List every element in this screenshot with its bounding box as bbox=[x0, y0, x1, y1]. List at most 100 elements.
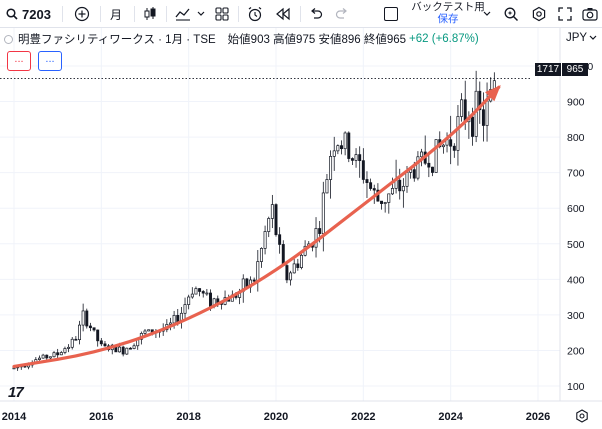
indicator-button-blue[interactable]: ... bbox=[38, 51, 62, 71]
toolbar-separator bbox=[134, 6, 135, 22]
currency-label: JPY bbox=[566, 32, 588, 44]
candle-body bbox=[259, 248, 263, 262]
top-toolbar: 7203 月 バックテスト用 保存 bbox=[0, 0, 602, 28]
candle-body bbox=[172, 315, 176, 324]
search-icon bbox=[6, 8, 18, 20]
y-tick-label: 300 bbox=[567, 310, 585, 322]
search-sparkle-icon bbox=[504, 7, 519, 22]
indicators-dropdown[interactable] bbox=[196, 0, 206, 28]
candle-body bbox=[452, 145, 456, 151]
time-axis[interactable]: 2014 2016 2018 2020 2022 2024 2026 bbox=[2, 411, 550, 423]
toolbar-separator bbox=[100, 6, 101, 22]
candle-body bbox=[296, 263, 300, 268]
candle-body bbox=[449, 139, 453, 147]
settings-button[interactable] bbox=[528, 0, 550, 28]
gear-icon[interactable] bbox=[575, 409, 589, 423]
indicator-button-red[interactable]: ... bbox=[7, 51, 31, 71]
y-tick-label: 900 bbox=[567, 97, 585, 109]
candle-body bbox=[81, 310, 85, 326]
layout-button[interactable] bbox=[212, 0, 232, 28]
candle-body bbox=[361, 160, 365, 180]
redo-button[interactable] bbox=[332, 0, 352, 28]
undo-icon bbox=[311, 8, 323, 19]
timeframe-button[interactable]: 月 bbox=[106, 0, 126, 28]
backtest-label[interactable]: バックテスト用 bbox=[411, 1, 485, 13]
candle-body bbox=[299, 254, 303, 268]
candlestick-series bbox=[12, 70, 496, 371]
x-tick-label: 2020 bbox=[264, 411, 288, 423]
y-tick-label: 800 bbox=[567, 132, 585, 144]
fullscreen-button[interactable] bbox=[554, 0, 576, 28]
candle-body bbox=[347, 132, 351, 159]
candle-body bbox=[99, 340, 103, 345]
x-tick-label: 2018 bbox=[176, 411, 200, 423]
price-axis[interactable]: 1002003004005006007008009001,000 bbox=[567, 61, 593, 393]
candle-body bbox=[143, 330, 147, 334]
candle-body bbox=[390, 188, 394, 195]
quick-search-button[interactable] bbox=[500, 0, 522, 28]
snapshot-button[interactable] bbox=[580, 0, 600, 28]
camera-icon bbox=[582, 8, 598, 21]
legend-high: 高値975 bbox=[273, 34, 316, 46]
candle-body bbox=[187, 296, 191, 305]
candle-body bbox=[292, 263, 296, 274]
candle-body bbox=[41, 354, 45, 359]
candle-body bbox=[416, 156, 420, 179]
candle-body bbox=[372, 188, 376, 191]
candle-body bbox=[281, 244, 285, 266]
alert-button[interactable] bbox=[244, 0, 266, 28]
candle-body bbox=[401, 185, 405, 192]
candlestick-icon bbox=[144, 7, 156, 20]
toolbar-separator bbox=[166, 6, 167, 22]
candle-body bbox=[78, 324, 81, 341]
candle-body bbox=[478, 90, 482, 111]
candle-body bbox=[52, 352, 56, 358]
candle-body bbox=[48, 356, 52, 359]
candle-body bbox=[474, 90, 478, 137]
candle-body bbox=[92, 327, 96, 331]
toolbar-separator bbox=[300, 6, 301, 22]
replay-button[interactable] bbox=[272, 0, 294, 28]
save-button[interactable]: 保存 bbox=[437, 13, 459, 25]
candle-body bbox=[456, 116, 460, 151]
trend-arrow-annotation[interactable] bbox=[12, 85, 501, 369]
legend-low: 安値896 bbox=[318, 34, 361, 46]
chart-type-button[interactable] bbox=[140, 0, 160, 28]
candle-body bbox=[121, 346, 125, 355]
candle-body bbox=[168, 322, 172, 325]
plus-circle-icon bbox=[74, 6, 90, 22]
trend-arrow-head bbox=[484, 85, 501, 102]
save-dropdown[interactable] bbox=[482, 0, 492, 28]
symbol-text: 7203 bbox=[22, 6, 51, 22]
x-tick-label: 2022 bbox=[351, 411, 375, 423]
backtest-checkbox[interactable] bbox=[384, 7, 398, 21]
candle-body bbox=[325, 179, 329, 194]
candle-body bbox=[289, 272, 293, 281]
y-tick-label: 700 bbox=[567, 168, 585, 180]
trend-arrow-line bbox=[12, 85, 501, 369]
toolbar-separator bbox=[62, 6, 63, 22]
currency-selector[interactable]: JPY bbox=[566, 32, 597, 44]
bar-countdown-tag: 1717 bbox=[535, 63, 561, 76]
candle-body bbox=[252, 279, 256, 282]
compare-symbol-button[interactable] bbox=[72, 0, 92, 28]
legend-symbol-name[interactable]: 明豊ファシリティワークス · 1月 · TSE bbox=[18, 34, 216, 46]
candle-body bbox=[485, 100, 489, 126]
candle-body bbox=[59, 352, 63, 356]
candle-body bbox=[354, 154, 358, 161]
candle-body bbox=[285, 265, 289, 281]
undo-button[interactable] bbox=[306, 0, 326, 28]
price-chart[interactable]: 1002003004005006007008009001,000 2014201… bbox=[0, 28, 602, 429]
candle-body bbox=[332, 150, 336, 157]
grid-layout-icon bbox=[215, 7, 229, 21]
candle-body bbox=[263, 231, 267, 249]
tradingview-logo[interactable]: 17 bbox=[8, 384, 24, 401]
legend-open: 始値903 bbox=[227, 34, 270, 46]
indicators-button[interactable] bbox=[172, 0, 194, 28]
symbol-search-button[interactable]: 7203 bbox=[6, 0, 52, 28]
candle-body bbox=[198, 288, 202, 292]
candle-body bbox=[387, 193, 391, 203]
candle-body bbox=[267, 218, 271, 232]
candle-body bbox=[56, 352, 60, 356]
candle-body bbox=[190, 293, 194, 298]
